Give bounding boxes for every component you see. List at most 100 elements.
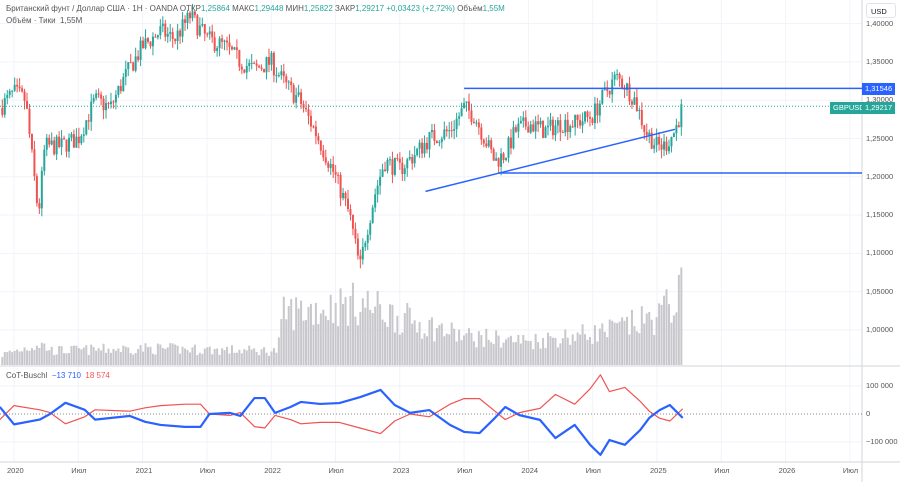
volume-bar [485, 328, 488, 365]
candle-body [480, 127, 483, 140]
candle-body [443, 129, 446, 139]
volume-bar [364, 307, 367, 365]
symbol-tag: GBPUSD [830, 102, 865, 114]
candle-body [67, 137, 70, 152]
candle-body [213, 37, 216, 51]
candle-body [324, 157, 327, 163]
volume-legend: Объём · Тики 1,55M [6, 16, 82, 25]
candle-body [26, 100, 29, 109]
volume-bar [584, 334, 587, 365]
candle-body [176, 30, 179, 42]
candle-body [8, 91, 11, 95]
candle-body [408, 157, 411, 160]
trend-line [425, 128, 676, 193]
volume-bar [426, 336, 429, 365]
volume-bar [26, 350, 29, 365]
candle-body [129, 62, 132, 64]
candle-body [218, 38, 221, 49]
volume-bar [6, 352, 9, 365]
candle-body [43, 149, 46, 171]
volume-bar [371, 313, 374, 365]
volume-bar [660, 304, 663, 365]
candle-body [149, 41, 152, 47]
volume-bar [213, 348, 216, 365]
currency-button[interactable]: USD [866, 3, 896, 18]
candle-body [3, 98, 6, 115]
candle-body [613, 74, 616, 80]
last-price-tag: 1,29217 [862, 102, 896, 114]
candle-body [663, 141, 666, 150]
candle-body [171, 32, 174, 39]
candle-body [505, 157, 508, 160]
volume-bar [517, 334, 520, 365]
candle-body [159, 26, 162, 36]
volume-bar [366, 290, 369, 365]
volume-bar [418, 322, 421, 365]
candle-body [196, 15, 199, 36]
candle-body [556, 120, 559, 126]
candle-body [290, 81, 293, 86]
time-tick-label: Июл [71, 466, 87, 475]
volume-bar [406, 303, 409, 365]
price-tick-label: 1,40000 [866, 18, 894, 28]
volume-bar [495, 330, 498, 365]
volume-bar [633, 326, 636, 365]
volume-bar [53, 355, 56, 365]
volume-bar [28, 350, 31, 365]
volume-bar [45, 350, 48, 365]
volume-bar [359, 312, 362, 365]
volume-bar [672, 315, 675, 365]
volume-bar [507, 337, 510, 365]
volume-bar [166, 347, 169, 365]
candle-body [633, 97, 636, 105]
volume-bar [611, 320, 614, 365]
candle-body [416, 148, 419, 156]
candle-body [680, 104, 683, 128]
volume-bar [445, 333, 448, 365]
volume-bar [576, 332, 579, 365]
candle-body [569, 126, 572, 133]
candle-body [102, 98, 105, 111]
volume-bar [253, 348, 256, 365]
candle-body [579, 119, 582, 126]
volume-bar [416, 332, 419, 365]
volume-bar [354, 316, 357, 365]
candle-body [82, 134, 85, 137]
candle-body [92, 98, 95, 102]
candle-body [166, 33, 169, 37]
candle-body [359, 255, 362, 260]
volume-bar [658, 303, 661, 365]
volume-bar [179, 353, 182, 365]
cot-red-value: 18 574 [85, 371, 110, 380]
candle-body [233, 47, 236, 50]
volume-bar [218, 354, 221, 365]
volume-bar [569, 344, 572, 365]
candle-body [122, 76, 125, 92]
candle-body [381, 169, 384, 177]
candle-body [677, 125, 680, 128]
open-value: 1,25864 [201, 4, 230, 13]
volume-bar [564, 329, 567, 365]
candle-body [386, 159, 389, 171]
candle-body [529, 124, 532, 133]
candle-body [50, 140, 53, 145]
volume-bar [13, 350, 16, 365]
volume-bar [411, 323, 414, 365]
volume-bar [433, 341, 436, 365]
candle-body [144, 38, 147, 49]
volume-bar [203, 348, 206, 365]
candle-body [596, 103, 599, 116]
candle-body [334, 171, 337, 175]
volume-bar [238, 349, 241, 365]
candle-body [598, 103, 601, 116]
candle-body [186, 12, 189, 23]
volume-bar [574, 341, 577, 365]
volume-bar [618, 321, 621, 365]
volume-bar [645, 313, 648, 365]
volume-bar [124, 346, 127, 365]
volume-bar [408, 307, 411, 365]
candle-body [134, 56, 137, 71]
volume-bar [559, 343, 562, 365]
candle-body [396, 158, 399, 160]
